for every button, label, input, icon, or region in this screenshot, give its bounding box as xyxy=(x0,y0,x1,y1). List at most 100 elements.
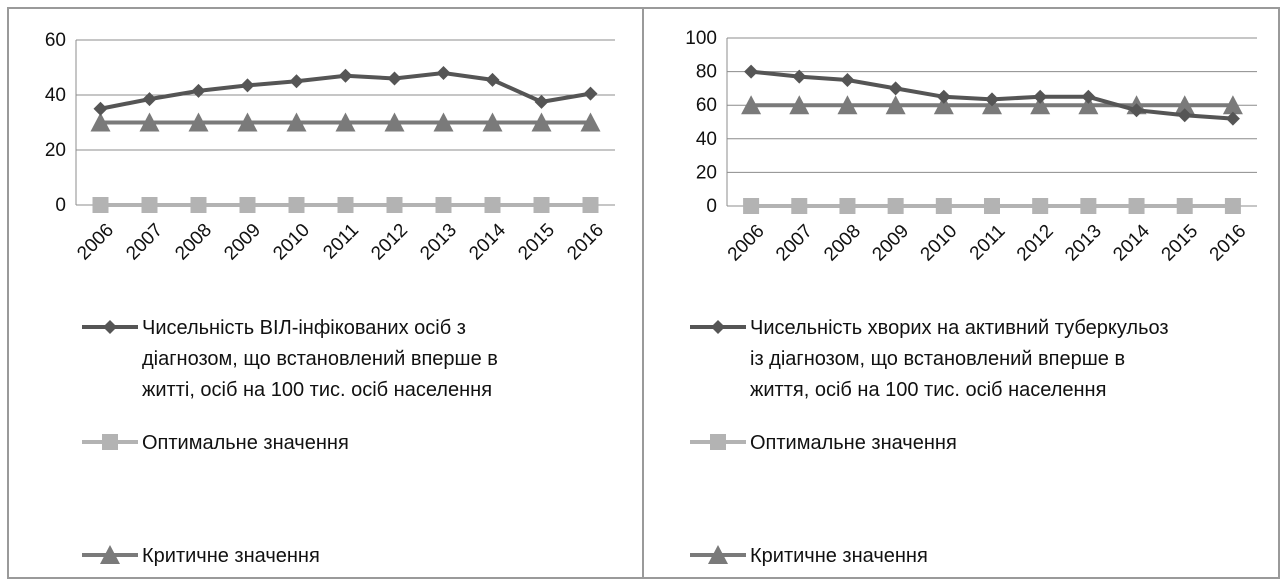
data-point-triangle xyxy=(789,95,810,115)
data-point-diamond xyxy=(191,83,206,98)
data-point-triangle xyxy=(741,95,762,115)
legend-label: Критичне значення xyxy=(142,545,320,567)
x-tick-label: 2007 xyxy=(122,220,167,265)
x-tick-label: 2006 xyxy=(73,220,118,265)
legend-label: Чисельність ВІЛ-інфікованих осіб з xyxy=(142,317,466,339)
legend-label: Оптимальне значення xyxy=(750,432,957,454)
x-tick-label: 2013 xyxy=(416,220,461,265)
legend-label: Критичне значення xyxy=(750,545,928,567)
data-point-triangle xyxy=(237,112,258,132)
x-tick-label: 2013 xyxy=(1061,221,1106,266)
data-point-triangle xyxy=(188,112,209,132)
data-point-square xyxy=(791,198,808,214)
data-point-square xyxy=(887,198,904,214)
x-tick-label: 2011 xyxy=(319,220,363,264)
data-point-square xyxy=(92,197,109,213)
data-point-square xyxy=(1032,198,1049,214)
legend-square-icon xyxy=(102,434,118,450)
data-point-square xyxy=(337,197,354,213)
data-point-square xyxy=(141,197,158,213)
data-point-square xyxy=(1080,198,1097,214)
x-tick-label: 2016 xyxy=(563,220,608,265)
y-tick-label: 100 xyxy=(685,28,717,49)
data-point-square xyxy=(839,198,856,214)
data-point-triangle xyxy=(433,112,454,132)
data-point-diamond xyxy=(338,68,353,83)
x-tick-label: 2014 xyxy=(1109,220,1154,265)
x-tick-label: 2006 xyxy=(724,221,769,266)
legend-square-icon xyxy=(710,434,726,450)
x-tick-label: 2010 xyxy=(917,221,962,266)
data-point-diamond xyxy=(240,78,255,93)
x-tick-label: 2007 xyxy=(772,221,817,266)
y-tick-label: 0 xyxy=(55,195,66,216)
x-tick-label: 2008 xyxy=(820,221,865,266)
data-point-diamond xyxy=(534,94,549,109)
data-point-triangle xyxy=(384,112,405,132)
data-point-triangle xyxy=(482,112,503,132)
data-point-triangle xyxy=(580,112,601,132)
data-point-diamond xyxy=(93,101,108,116)
data-point-triangle xyxy=(1222,95,1243,115)
data-point-diamond xyxy=(289,74,304,89)
x-tick-label: 2009 xyxy=(868,221,913,266)
data-point-square xyxy=(935,198,952,214)
data-point-diamond xyxy=(1033,89,1048,104)
data-point-triangle xyxy=(885,95,906,115)
data-point-diamond xyxy=(744,64,759,79)
data-point-square xyxy=(288,197,305,213)
data-point-diamond xyxy=(436,66,451,80)
data-point-diamond xyxy=(840,73,855,87)
y-tick-label: 20 xyxy=(45,140,66,161)
y-tick-label: 60 xyxy=(45,30,66,51)
data-point-diamond xyxy=(792,69,807,84)
data-point-square xyxy=(1128,198,1145,214)
data-point-square xyxy=(190,197,207,213)
data-point-triangle xyxy=(139,112,160,132)
data-point-square xyxy=(435,197,452,213)
chart-panel-right-border xyxy=(642,7,1280,579)
data-point-square xyxy=(1176,198,1193,214)
data-point-triangle xyxy=(90,112,111,132)
y-tick-label: 40 xyxy=(45,85,66,106)
x-tick-label: 2015 xyxy=(514,220,559,265)
x-tick-label: 2014 xyxy=(465,219,510,264)
x-tick-label: 2015 xyxy=(1158,221,1203,266)
data-point-triangle xyxy=(335,112,356,132)
data-point-triangle xyxy=(286,112,307,132)
x-tick-label: 2010 xyxy=(269,220,314,265)
data-point-diamond xyxy=(1177,108,1192,123)
y-tick-label: 80 xyxy=(696,62,717,83)
data-point-diamond xyxy=(583,86,598,101)
legend-label: Оптимальне значення xyxy=(142,432,349,454)
data-point-square xyxy=(386,197,403,213)
data-point-diamond xyxy=(142,92,157,107)
data-point-diamond xyxy=(936,89,951,104)
y-tick-label: 40 xyxy=(696,129,717,150)
legend-label: із діагнозом, що встановлений вперше в xyxy=(750,348,1125,370)
legend-label: житті, осіб на 100 тис. осіб населення xyxy=(142,379,492,401)
data-point-triangle xyxy=(531,112,552,132)
data-point-square xyxy=(1224,198,1241,214)
data-point-triangle xyxy=(1078,95,1099,115)
x-tick-label: 2012 xyxy=(1013,221,1058,266)
data-point-diamond xyxy=(1129,103,1144,118)
data-point-diamond xyxy=(387,71,402,86)
legend-triangle-icon xyxy=(100,545,120,564)
data-point-triangle xyxy=(933,95,954,115)
y-tick-label: 0 xyxy=(706,196,717,217)
data-point-triangle xyxy=(1174,95,1195,115)
data-point-square xyxy=(239,197,256,213)
legend-diamond-icon xyxy=(711,320,725,334)
x-tick-label: 2016 xyxy=(1206,221,1251,266)
data-point-diamond xyxy=(1081,89,1096,104)
data-point-square xyxy=(743,198,760,214)
y-tick-label: 20 xyxy=(696,162,717,183)
legend-triangle-icon xyxy=(708,545,728,564)
legend-label: діагнозом, що встановлений вперше в xyxy=(142,348,498,370)
legend-label: Чисельність хворих на активний туберкуль… xyxy=(750,317,1169,339)
data-point-square xyxy=(533,197,550,213)
chart-tuberculosis: 0 20 40 60 80 100 2006 2007 2008 2009 2010 2011 2012… xyxy=(685,28,1257,567)
legend-label: життя, осіб на 100 тис. осіб населення xyxy=(750,379,1106,401)
